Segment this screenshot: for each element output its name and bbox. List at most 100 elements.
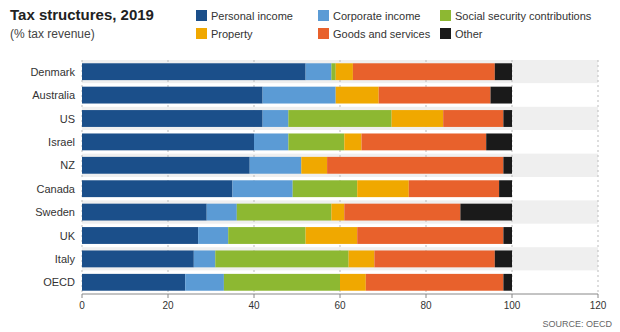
tick-label: 40 xyxy=(248,300,260,311)
bar-segment xyxy=(409,180,499,197)
bar-segment xyxy=(224,274,340,291)
subtitle: (% tax revenue) xyxy=(10,27,95,41)
tick-label: 0 xyxy=(79,300,85,311)
bar-segment xyxy=(254,133,288,150)
bar-segment xyxy=(82,250,194,267)
row-band xyxy=(82,200,598,223)
source-note: SOURCE: OECD xyxy=(542,319,612,329)
bar-segment xyxy=(250,157,302,174)
bar-segment xyxy=(486,133,512,150)
bar-segment xyxy=(344,133,361,150)
bar-segment xyxy=(327,157,503,174)
bar-segment xyxy=(357,180,409,197)
bar-segment xyxy=(293,180,358,197)
category-label: Australia xyxy=(32,89,76,101)
bar-segment xyxy=(82,227,198,244)
bar-segment xyxy=(306,227,358,244)
row-band xyxy=(82,130,598,153)
grid xyxy=(82,60,598,294)
bar-segment xyxy=(366,274,504,291)
legend-label: Personal income xyxy=(211,10,293,22)
bar-segment xyxy=(495,63,512,80)
bar-segment xyxy=(362,133,487,150)
bar-segment xyxy=(336,87,379,104)
category-label: UK xyxy=(60,230,76,242)
bar-segment xyxy=(82,204,207,221)
tick xyxy=(254,294,255,298)
legend-label: Corporate income xyxy=(333,10,420,22)
bar-segment xyxy=(499,180,512,197)
bar-segment xyxy=(228,227,305,244)
tick-label: 120 xyxy=(590,300,607,311)
category-label: Italy xyxy=(55,253,76,265)
bar-segment xyxy=(353,63,495,80)
bar-segment xyxy=(374,250,494,267)
bar-segment xyxy=(344,204,460,221)
series xyxy=(327,63,503,290)
bar-segment xyxy=(357,227,503,244)
legend: Personal income Corporate income Social se… xyxy=(196,10,592,40)
category-label: OECD xyxy=(43,276,75,288)
legend-swatch xyxy=(318,28,329,39)
row-band xyxy=(82,60,598,83)
bar-segment xyxy=(503,157,512,174)
series xyxy=(460,63,512,290)
row-bands xyxy=(82,60,598,294)
tick-label: 80 xyxy=(420,300,432,311)
bar-segment xyxy=(301,157,327,174)
category-label: Sweden xyxy=(35,206,75,218)
bar-segment xyxy=(503,110,512,127)
bar-segment xyxy=(340,274,366,291)
grid-line xyxy=(598,60,599,294)
legend-swatch xyxy=(318,10,329,21)
category-label: Denmark xyxy=(30,66,75,78)
bar-segment xyxy=(185,274,224,291)
tick xyxy=(598,294,599,298)
category-label: US xyxy=(60,113,75,125)
bar-segment xyxy=(443,110,503,127)
legend-swatch xyxy=(196,28,207,39)
tick xyxy=(426,294,427,298)
row-band xyxy=(82,224,598,247)
bar-segment xyxy=(82,157,250,174)
bar-segment xyxy=(503,227,512,244)
legend-label: Property xyxy=(211,28,253,40)
tick-label: 60 xyxy=(334,300,346,311)
bar-segment xyxy=(82,133,254,150)
row-band xyxy=(82,271,598,294)
legend-swatch xyxy=(440,28,451,39)
tick xyxy=(340,294,341,298)
chart: Tax structures, 2019 (% tax revenue) Denma… xyxy=(0,0,620,332)
bar-segment xyxy=(215,250,348,267)
series xyxy=(215,63,391,290)
bar-segment xyxy=(331,63,335,80)
legend-label: Goods and services xyxy=(333,28,431,40)
bar-segment xyxy=(82,274,185,291)
bar-segment xyxy=(379,87,491,104)
bar-segment xyxy=(336,63,353,80)
legend-label: Social security contributions xyxy=(455,10,592,22)
bar-segment xyxy=(288,110,391,127)
bar-segment xyxy=(207,204,237,221)
bar-segment xyxy=(306,63,332,80)
bar-segment xyxy=(495,250,512,267)
bar-segment xyxy=(82,110,263,127)
tick xyxy=(82,294,83,298)
bar-segment xyxy=(460,204,512,221)
tick xyxy=(512,294,513,298)
title: Tax structures, 2019 xyxy=(10,6,154,23)
bar-segment xyxy=(194,250,216,267)
bar-segment xyxy=(237,204,332,221)
row-band xyxy=(82,107,598,130)
bar-segment xyxy=(263,110,289,127)
y-axis: DenmarkAustraliaUSIsraelNZCanadaSwedenUK… xyxy=(30,66,76,289)
legend-swatch xyxy=(440,10,451,21)
bar-segment xyxy=(503,274,512,291)
row-band xyxy=(82,83,598,106)
x-axis: 020406080100120 xyxy=(79,294,607,311)
category-label: Canada xyxy=(36,183,75,195)
bar-segment xyxy=(491,87,513,104)
bar-segment xyxy=(263,87,336,104)
bar-segment xyxy=(288,133,344,150)
bar-segment xyxy=(82,63,306,80)
